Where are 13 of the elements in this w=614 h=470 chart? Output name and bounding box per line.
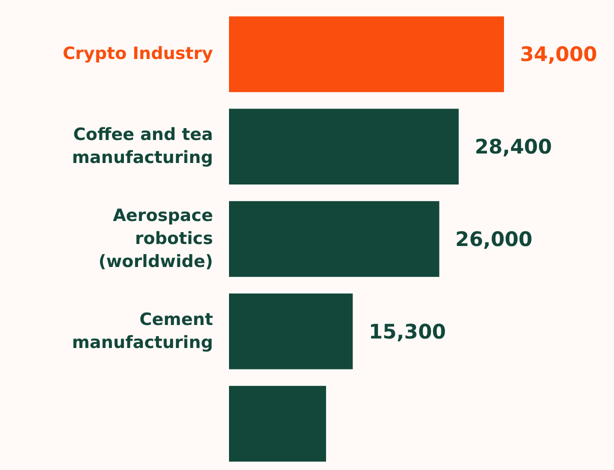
y-tick-label: Crypto Industry [62, 44, 213, 64]
data-label: 28,400 [474, 134, 552, 159]
bar [229, 16, 504, 92]
y-tick-label: Aerospace robotics (worldwide) [98, 206, 213, 272]
bar [229, 201, 440, 277]
data-label: 15,300 [368, 319, 446, 344]
bar [229, 294, 353, 370]
data-label: 26,000 [455, 227, 532, 251]
data-label: 34,000 [520, 42, 598, 66]
bar [229, 108, 459, 184]
y-tick-label: Cement manufacturing [72, 310, 213, 353]
y-tick-label: Coffee and tea manufacturing [72, 125, 213, 168]
bar [229, 386, 326, 462]
